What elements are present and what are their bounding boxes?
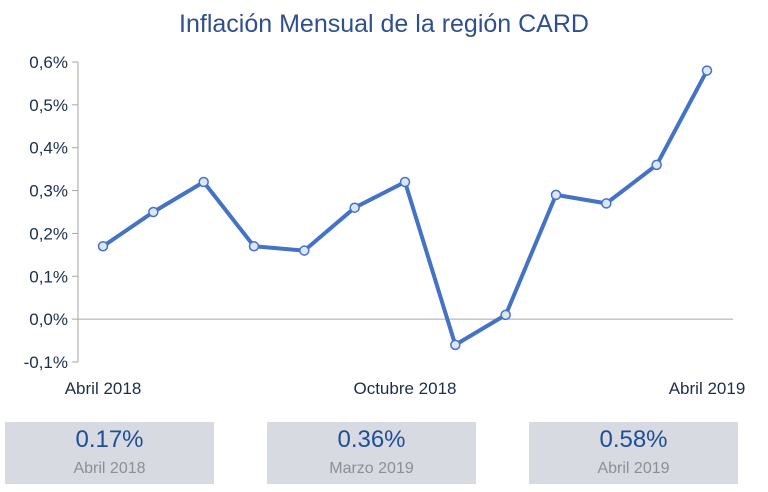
summary-card-2: 0.36% Marzo 2019 (267, 422, 476, 484)
summary-card-1: 0.17% Abril 2018 (5, 422, 214, 484)
x-tick-label: Abril 2019 (669, 379, 746, 398)
y-tick-label: 0,2% (29, 224, 68, 243)
data-point (500, 309, 511, 321)
data-point (148, 206, 159, 218)
series-line (101, 68, 709, 347)
data-point (601, 198, 612, 209)
summary-card-value: 0.36% (337, 426, 406, 453)
data-point (349, 202, 360, 213)
summary-card-label: Marzo 2019 (329, 460, 414, 477)
summary-card-value: 0.58% (599, 426, 668, 453)
data-point (450, 339, 461, 351)
y-tick-label: 0,0% (29, 310, 68, 329)
chart-title: Inflación Mensual de la región CARD (179, 10, 589, 38)
data-point (299, 245, 310, 256)
data-point (399, 176, 411, 188)
y-tick-label: -0,1% (24, 353, 68, 372)
y-tick-label: 0,6% (29, 53, 68, 72)
y-tick-label: 0,4% (29, 139, 68, 158)
summary-card-label: Abril 2018 (73, 460, 146, 477)
line-chart: -0,1% 0,0% 0,1% 0,2% 0,3% 0,4% 0,5% 0,6% Abril … (24, 53, 746, 398)
data-point (248, 241, 260, 252)
y-tick-label: 0,5% (29, 96, 68, 115)
summary-card-3: 0.58% Abril 2019 (529, 422, 738, 484)
y-tick-label: 0,1% (29, 267, 68, 286)
data-point (701, 65, 713, 76)
data-point (97, 241, 109, 252)
summary-card-value: 0.17% (75, 426, 144, 453)
data-point (198, 176, 209, 188)
data-point (651, 159, 662, 171)
x-tick-label: Octubre 2018 (353, 379, 456, 398)
x-tick-label: Abril 2018 (65, 379, 142, 398)
summary-card-label: Abril 2019 (597, 460, 670, 477)
y-tick-label: 0,3% (29, 182, 68, 201)
data-point (550, 189, 562, 201)
